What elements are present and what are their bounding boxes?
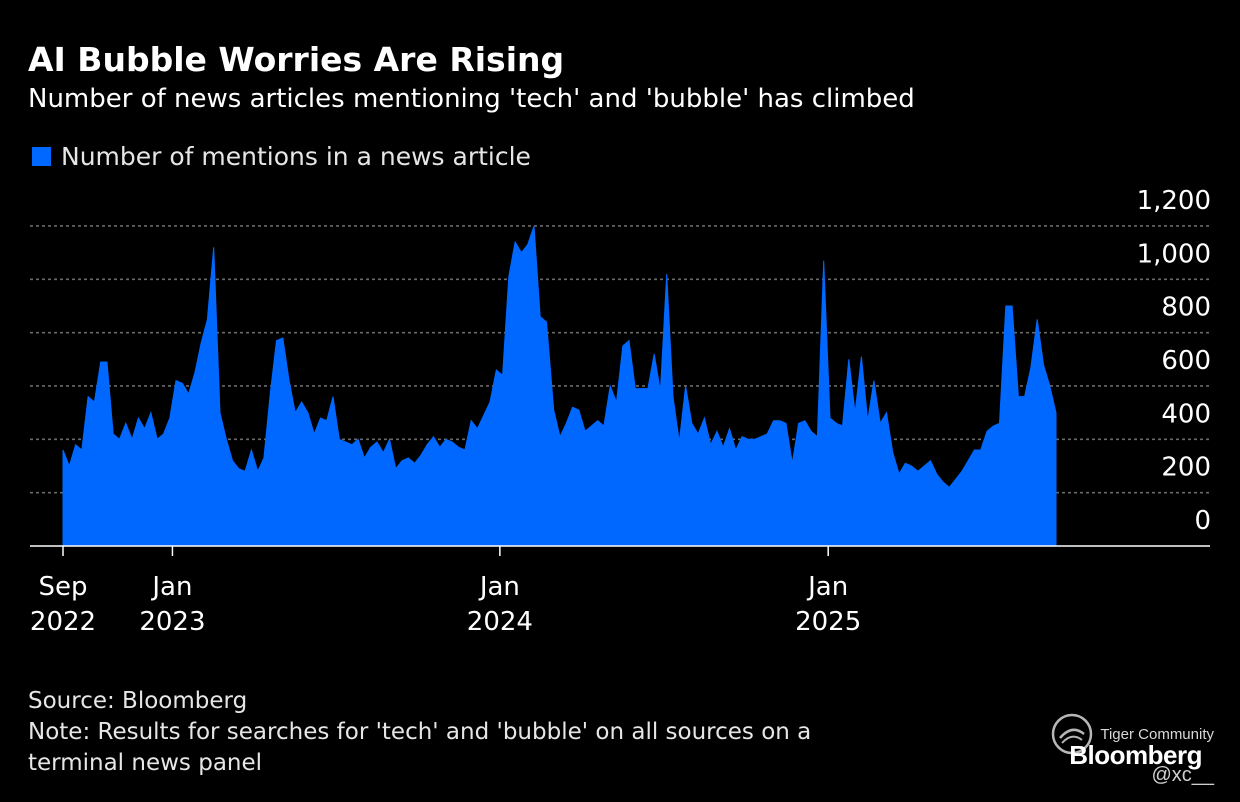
x-tick-label-month: Sep [38,572,87,602]
bloomberg-logo: Bloomberg [1069,740,1202,770]
y-tick-label: 600 [1161,346,1211,376]
watermark-handle: @xc__ [1151,764,1214,786]
y-tick-label: 800 [1161,293,1211,323]
series-area [62,225,1057,547]
x-tick-label-month: Jan [806,572,848,602]
x-tick-label-year: 2024 [467,607,533,637]
note-text-line-2: terminal news panel [28,750,263,776]
watermark-text: Tiger Community [1100,725,1214,743]
x-tick-label-month: Jan [478,572,520,602]
x-tick-label-year: 2023 [139,607,205,637]
footer: Source: Bloomberg Note: Results for sear… [28,686,811,779]
area-chart: 0 200 400 600 800 1,000 1,200 Sep 2022 Jan 2023 Jan… [30,186,1211,637]
x-tick-label-month: Jan [150,572,192,602]
y-tick-label: 1,000 [1137,239,1211,269]
legend-swatch [32,147,51,166]
source-text: Source: Bloomberg [28,688,248,714]
y-tick-label: 1,200 [1137,186,1211,216]
tiger-community-watermark: Tiger Community [1050,712,1214,756]
y-tick-label: 0 [1194,506,1211,536]
note-text-line-1: Note: Results for searches for 'tech' an… [28,719,812,745]
legend: Number of mentions in a news article [32,142,531,171]
legend-label: Number of mentions in a news article [61,142,531,171]
tiger-logo-icon [1052,713,1093,755]
y-tick-label: 200 [1161,453,1211,483]
x-tick-label-year: 2022 [30,607,96,637]
chart-title: AI Bubble Worries Are Rising [28,40,565,79]
x-tick-label-year: 2025 [795,607,861,637]
y-tick-label: 400 [1161,399,1211,429]
chart-subtitle: Number of news articles mentioning 'tech… [28,84,915,114]
